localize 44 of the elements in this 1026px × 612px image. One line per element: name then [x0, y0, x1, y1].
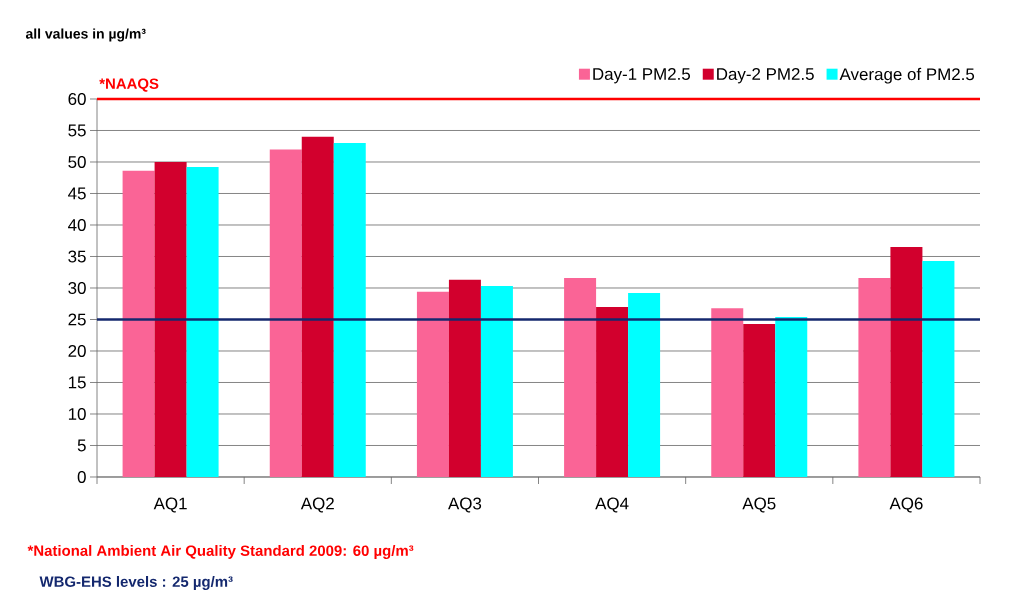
bar [186, 167, 219, 477]
bar [333, 143, 366, 477]
x-tick-label: AQ5 [742, 497, 776, 513]
x-tick-label: AQ4 [595, 497, 629, 513]
y-tick-label: 60 [68, 92, 86, 105]
x-tick-label: AQ3 [448, 497, 482, 513]
x-tick-label: AQ1 [153, 497, 187, 513]
bar [564, 277, 597, 477]
bar [154, 161, 187, 477]
bar [890, 247, 923, 477]
legend-label: Day-1 PM2.5 [593, 68, 691, 84]
x-tick-label: AQ2 [300, 497, 334, 513]
y-tick-label: 50 [68, 155, 86, 168]
text: WBG-EHS levels : 25 µg/m³ [39, 575, 233, 590]
bar [596, 306, 629, 477]
bar [743, 323, 776, 477]
y-tick-label: 55 [68, 124, 86, 137]
y-tick-label: 20 [68, 344, 86, 357]
bar [628, 293, 661, 477]
y-tick-label: 0 [77, 470, 86, 483]
y-tick-label: 25 [68, 313, 86, 326]
bar [711, 308, 744, 477]
y-tick-label: 35 [68, 250, 86, 263]
x-tick-label: AQ6 [889, 497, 923, 513]
ref-line-label: *NAAQS [99, 78, 159, 92]
bar [416, 291, 449, 477]
y-tick-label: 10 [68, 407, 86, 420]
text: all values in µg/m³ [25, 28, 146, 42]
y-tick-label: 5 [77, 439, 86, 452]
bar [775, 316, 808, 477]
bar [480, 286, 513, 477]
bar [269, 149, 302, 477]
y-tick-label: 30 [68, 281, 86, 294]
bar [122, 170, 155, 477]
legend-label: Average of PM2.5 [839, 67, 975, 84]
y-tick-label: 45 [68, 187, 86, 200]
legend-label: Day-2 PM2.5 [717, 68, 814, 84]
text: *National Ambient Air Quality Standard 2009: 60 µg/m³ [27, 544, 414, 559]
y-tick-label: 15 [68, 376, 86, 389]
bar [301, 136, 334, 477]
bar [858, 277, 891, 477]
y-tick-label: 40 [68, 218, 86, 231]
bar [448, 279, 481, 477]
bar [922, 260, 955, 477]
